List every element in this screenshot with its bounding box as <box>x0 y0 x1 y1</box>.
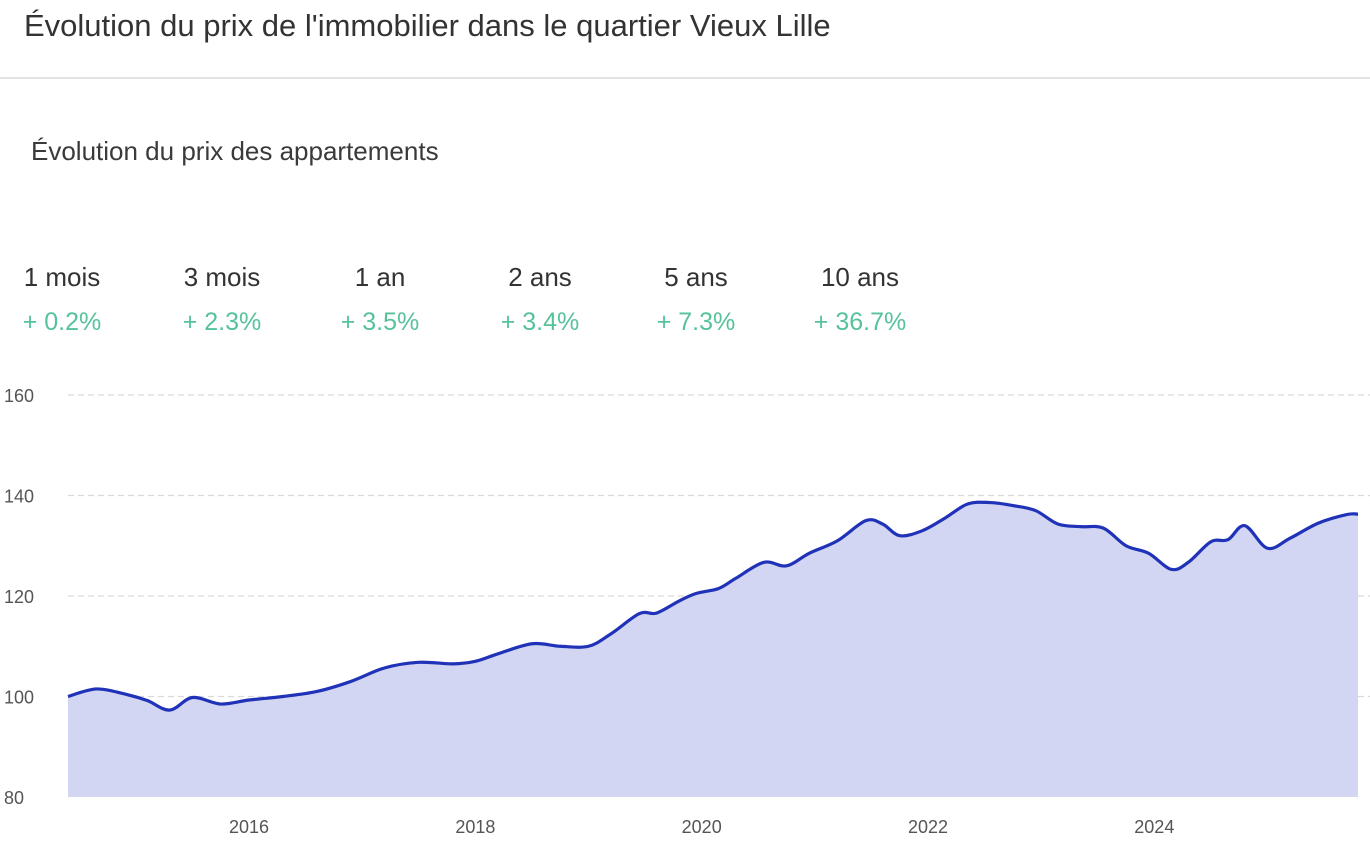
y-tick-label: 100 <box>4 688 34 708</box>
y-tick-label: 120 <box>4 587 34 607</box>
period-5-years: 5 ans + 7.3% <box>636 262 756 337</box>
period-change: + 2.3% <box>182 308 262 336</box>
period-label: 1 an <box>354 262 406 292</box>
period-change: + 0.2% <box>22 308 102 336</box>
x-tick-label: 2020 <box>682 817 722 837</box>
period-label: 10 ans <box>820 262 900 292</box>
period-change: + 36.7% <box>813 308 907 336</box>
period-label: 3 mois <box>183 262 261 292</box>
price-chart: 80 100 120 140 160 2016 2018 2020 2022 2024 <box>4 386 1370 837</box>
period-change: + 3.5% <box>340 308 420 336</box>
x-tick-label: 2018 <box>455 817 495 837</box>
x-tick-label: 2022 <box>908 817 948 837</box>
section-title: Évolution du prix des appartements <box>31 136 439 166</box>
y-axis: 80 100 120 140 160 <box>4 386 34 808</box>
page-title: Évolution du prix de l'immobilier dans l… <box>24 8 831 43</box>
period-2-years: 2 ans + 3.4% <box>480 262 600 337</box>
period-change: + 3.4% <box>500 308 580 336</box>
series-line[interactable] <box>67 500 1359 712</box>
period-1-year: 1 an + 3.5% <box>320 262 440 337</box>
series-area-fill <box>68 502 1358 797</box>
page-header: Évolution du prix de l'immobilier dans l… <box>0 0 1370 79</box>
y-tick-label: 160 <box>4 386 34 406</box>
period-label: 5 ans <box>664 262 728 292</box>
period-1-month: 1 mois + 0.2% <box>0 262 124 337</box>
period-label: 1 mois <box>23 262 101 292</box>
x-tick-label: 2016 <box>229 817 269 837</box>
y-tick-label: 140 <box>4 487 34 507</box>
period-label: 2 ans <box>508 262 572 292</box>
period-change: + 7.3% <box>656 308 736 336</box>
period-10-years: 10 ans + 36.7% <box>795 262 925 337</box>
y-tick-label: 80 <box>4 788 24 808</box>
x-axis: 2016 2018 2020 2022 2024 <box>229 817 1174 837</box>
period-3-months: 3 mois + 2.3% <box>162 262 282 337</box>
x-tick-label: 2024 <box>1134 817 1174 837</box>
